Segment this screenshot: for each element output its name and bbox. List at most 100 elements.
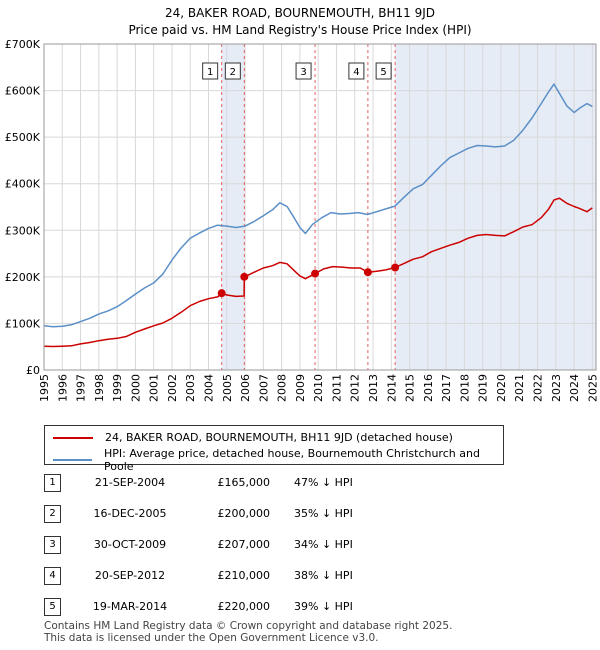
transaction-date: 21-SEP-2004	[94, 476, 166, 489]
transaction-number: 4	[44, 567, 61, 585]
transaction-box-frame	[202, 62, 219, 80]
transaction-number: 1	[44, 474, 61, 492]
y-tick-label: £400K	[5, 178, 41, 191]
x-tick-label: 2025	[586, 374, 599, 402]
x-tick-label: 2004	[203, 374, 216, 402]
transaction-hpi-diff: 39% ↓ HPI	[294, 600, 353, 613]
x-tick-label: 2015	[404, 374, 417, 402]
transaction-point	[217, 289, 226, 298]
transaction-label-box: 2	[224, 62, 241, 80]
transaction-date: 19-MAR-2014	[92, 600, 168, 613]
x-tick-label: 2021	[513, 374, 526, 402]
x-tick-label: 2001	[148, 374, 161, 402]
y-tick-label: £300K	[5, 224, 41, 237]
price-chart: 24, BAKER ROAD, BOURNEMOUTH, BH11 9JD Pr…	[5, 6, 600, 402]
transaction-point	[240, 272, 249, 281]
transaction-price: £210,000	[217, 569, 271, 582]
y-tick-label: £100K	[5, 317, 41, 330]
x-tick-label: 1996	[56, 374, 69, 402]
x-tick-label: 2023	[550, 374, 563, 402]
x-tick-label: 2011	[330, 374, 343, 402]
y-tick-label: £500K	[5, 131, 41, 144]
shaded-range	[395, 44, 596, 370]
x-tick-label: 2006	[239, 374, 252, 402]
transaction-box-frame	[224, 62, 241, 80]
chart-title: 24, BAKER ROAD, BOURNEMOUTH, BH11 9JD	[165, 6, 435, 20]
transaction-box-number: 4	[353, 67, 359, 78]
footer-copyright: Contains HM Land Registry data © Crown c…	[44, 620, 453, 632]
transaction-box-number: 3	[300, 67, 306, 78]
transaction-date: 20-SEP-2012	[94, 569, 166, 582]
transaction-number: 2	[44, 505, 61, 523]
transaction-box-number: 1	[207, 67, 213, 78]
table-row: 1 21-SEP-2004 £165,000 47% ↓ HPI	[44, 474, 444, 492]
footer: Contains HM Land Registry data © Crown c…	[44, 620, 452, 644]
x-tick-label: 2008	[276, 374, 289, 402]
x-tick-label: 2020	[495, 374, 508, 402]
transaction-price: £200,000	[217, 507, 271, 520]
x-tick-label: 1997	[75, 374, 88, 402]
transaction-point	[391, 263, 400, 272]
transaction-price: £165,000	[217, 476, 271, 489]
x-tick-label: 2003	[184, 374, 197, 402]
shaded-range	[221, 44, 245, 370]
y-tick-label: £0	[26, 364, 40, 377]
transaction-point	[311, 269, 320, 278]
transaction-price: £220,000	[217, 600, 271, 613]
transaction-label-box: 3	[295, 62, 312, 80]
x-tick-label: 1995	[38, 374, 51, 402]
transaction-number: 5	[44, 598, 61, 616]
x-tick-label: 1998	[93, 374, 106, 402]
transaction-box-number: 5	[380, 67, 386, 78]
x-tick-label: 2024	[568, 374, 581, 402]
y-tick-label: £700K	[5, 38, 41, 51]
transaction-label-box: 5	[375, 62, 392, 80]
transaction-label-box: 1	[202, 62, 219, 80]
x-tick-label: 1999	[111, 374, 124, 402]
x-tick-label: 2016	[422, 374, 435, 402]
transaction-hpi-diff: 35% ↓ HPI	[294, 507, 353, 520]
legend-label-property: 24, BAKER ROAD, BOURNEMOUTH, BH11 9JD (d…	[105, 431, 453, 444]
x-tick-label: 2009	[294, 374, 307, 402]
y-tick-label: £600K	[5, 85, 41, 98]
transaction-box-number: 2	[230, 67, 236, 78]
plot-frame	[43, 43, 597, 371]
x-tick-label: 2017	[440, 374, 453, 402]
x-tick-label: 2007	[257, 374, 270, 402]
legend-label-hpi: HPI: Average price, detached house, Bour…	[104, 447, 480, 473]
legend-item-property: 24, BAKER ROAD, BOURNEMOUTH, BH11 9JD (d…	[53, 431, 453, 444]
table-row: 2 16-DEC-2005 £200,000 35% ↓ HPI	[44, 505, 444, 523]
transaction-box-frame	[375, 62, 392, 80]
x-tick-label: 2000	[129, 374, 142, 402]
legend: 24, BAKER ROAD, BOURNEMOUTH, BH11 9JD (d…	[44, 425, 504, 473]
x-tick-label: 2005	[221, 374, 234, 402]
transaction-price: £207,000	[217, 538, 271, 551]
transaction-number: 3	[44, 536, 61, 554]
x-tick-label: 2022	[532, 374, 545, 402]
x-tick-label: 2014	[385, 374, 398, 402]
transaction-point	[363, 268, 372, 277]
legend-swatch-property	[53, 436, 93, 439]
y-tick-label: £200K	[5, 271, 41, 284]
transaction-date: 30-OCT-2009	[93, 538, 167, 551]
table-row: 3 30-OCT-2009 £207,000 34% ↓ HPI	[44, 536, 444, 554]
footer-license: This data is licensed under the Open Gov…	[44, 632, 379, 644]
x-tick-label: 2013	[367, 374, 380, 402]
x-tick-label: 2019	[477, 374, 490, 402]
hpi-line	[43, 83, 593, 328]
chart-subtitle: Price paid vs. HM Land Registry's House …	[128, 23, 471, 37]
transaction-box-frame	[295, 62, 312, 80]
x-tick-label: 2012	[349, 374, 362, 402]
table-row: 4 20-SEP-2012 £210,000 38% ↓ HPI	[44, 567, 444, 585]
table-row: 5 19-MAR-2014 £220,000 39% ↓ HPI	[44, 598, 444, 616]
transaction-date: 16-DEC-2005	[93, 507, 167, 520]
transaction-hpi-diff: 34% ↓ HPI	[294, 538, 353, 551]
transaction-label-box: 4	[348, 62, 365, 80]
transaction-hpi-diff: 47% ↓ HPI	[294, 476, 353, 489]
transaction-box-frame	[348, 62, 365, 80]
x-tick-label: 2018	[458, 374, 471, 402]
legend-swatch-hpi	[53, 459, 93, 461]
x-tick-label: 2010	[312, 374, 325, 402]
transaction-hpi-diff: 38% ↓ HPI	[294, 569, 353, 582]
x-tick-label: 2002	[166, 374, 179, 402]
